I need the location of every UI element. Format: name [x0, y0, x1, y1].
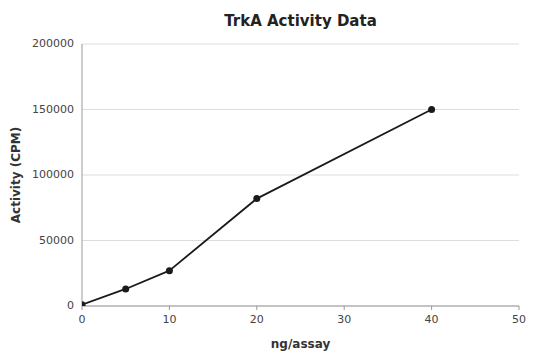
x-tick-label: 0 [79, 313, 86, 326]
grid-line [82, 240, 519, 241]
x-tick [256, 306, 257, 310]
x-tick [431, 306, 432, 310]
point [253, 195, 260, 202]
x-tick [82, 306, 83, 310]
chart: 0 50000 100000 150000 200000 0 10 20 30 40 50 TrkA … [0, 0, 541, 360]
x-axis-label: ng/assay [271, 337, 331, 351]
grid-line [82, 306, 519, 307]
y-grid [82, 44, 519, 306]
y-tick-label: 100000 [32, 168, 74, 181]
y-axis-label: Activity (CPM) [9, 127, 23, 223]
y-tick-label: 50000 [39, 234, 74, 247]
x-tick-label: 50 [512, 313, 526, 326]
x-tick-label: 20 [250, 313, 264, 326]
x-tick [344, 306, 345, 310]
point [428, 106, 435, 113]
y-tick-label: 200000 [32, 37, 74, 50]
y-axis-line [82, 44, 83, 306]
y-tick-label: 150000 [32, 103, 74, 116]
point [166, 267, 173, 274]
x-axis-line [82, 306, 519, 307]
grid-line [82, 44, 519, 45]
title: TrkA Activity Data [224, 12, 377, 30]
x-tick-label: 30 [337, 313, 351, 326]
line [82, 110, 432, 305]
point [122, 285, 129, 292]
point [82, 301, 86, 306]
x-tick [169, 306, 170, 310]
series [82, 106, 435, 306]
grid-line [82, 109, 519, 110]
x-tick-label: 10 [162, 313, 176, 326]
x-tick [519, 306, 520, 310]
x-tick-label: 40 [425, 313, 439, 326]
y-tick-label: 0 [67, 299, 74, 312]
